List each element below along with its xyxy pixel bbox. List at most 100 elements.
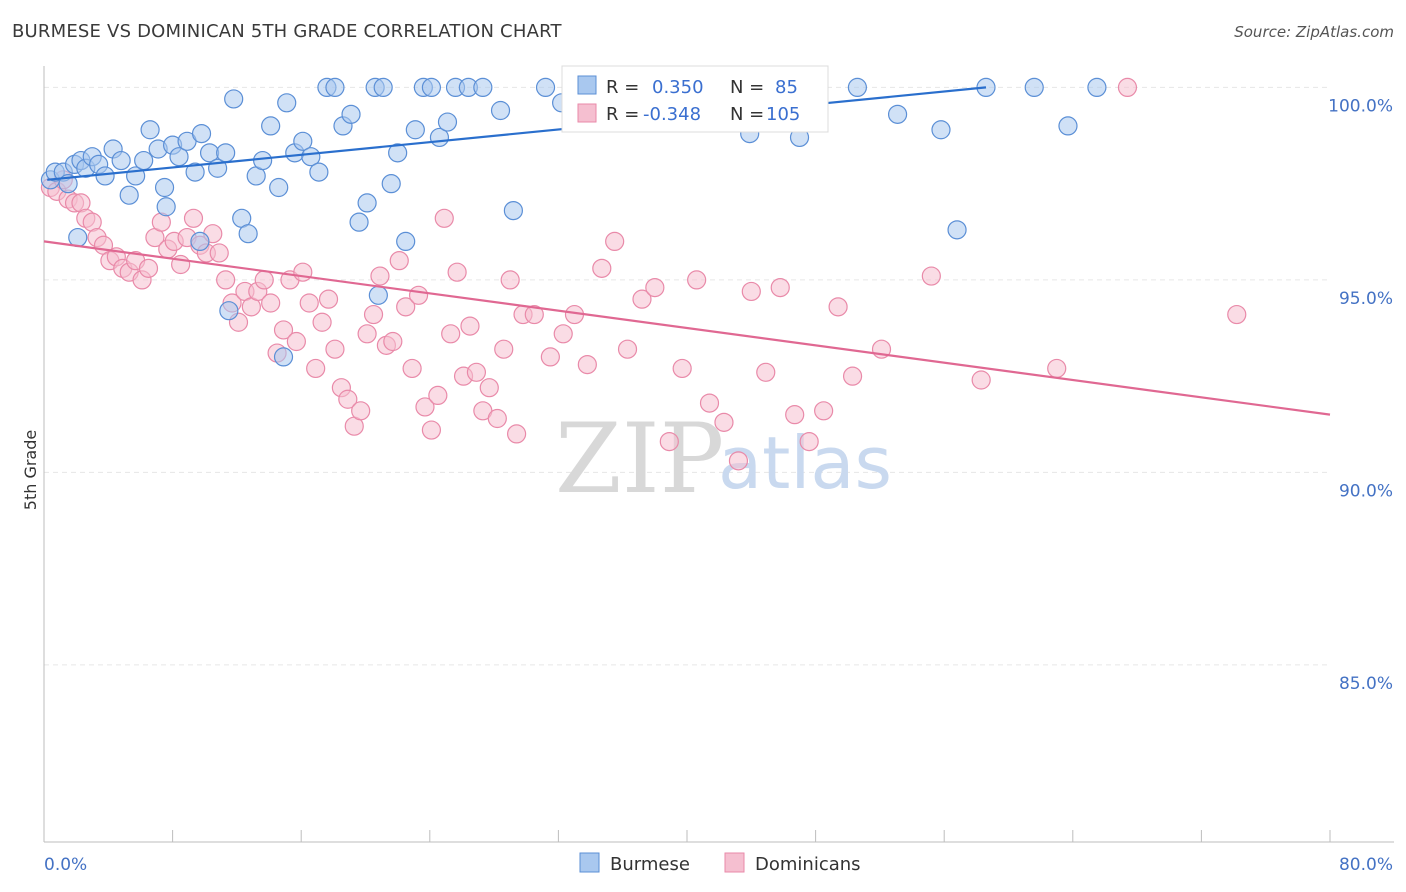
burmese-point	[216, 143, 236, 163]
x-tick-label-min: 0.0%	[44, 855, 87, 875]
legend-dominican-label: Dominicans	[755, 854, 861, 875]
dominican-point	[741, 281, 761, 302]
burmese-n-label: N =	[730, 77, 764, 98]
dominican-point	[261, 293, 281, 313]
burmese-point	[490, 100, 511, 121]
dominican-point	[632, 289, 652, 309]
burmese-point	[224, 89, 244, 109]
dominican-point	[312, 312, 332, 332]
burmese-point	[261, 116, 281, 136]
dominican-point	[1117, 77, 1138, 98]
dominican-point	[428, 385, 448, 405]
axes	[43, 66, 1394, 843]
dominican-point	[460, 316, 480, 336]
burmese-point	[219, 301, 239, 321]
burmese-points	[40, 77, 1107, 367]
dominican-point	[183, 208, 204, 228]
dominican-point	[799, 432, 819, 452]
burmese-trend-line	[47, 86, 987, 181]
dominican-point	[254, 270, 274, 290]
burmese-point	[154, 177, 175, 198]
dominican-point	[415, 397, 435, 417]
burmese-point	[847, 77, 867, 98]
dominican-point	[383, 331, 403, 352]
burmese-point	[309, 162, 329, 182]
dominican-point	[728, 451, 749, 471]
dominican-point	[1227, 304, 1247, 325]
dominican-point	[389, 251, 409, 271]
chart-title: BURMESE VS DOMINICAN 5TH GRADE CORRELATI…	[12, 21, 562, 42]
burmese-point	[388, 143, 408, 163]
dominican-r-value: -0.348	[643, 104, 701, 125]
burmese-point	[349, 212, 369, 232]
source-label: Source: ZipAtlas.com	[1234, 23, 1394, 41]
x-tick-label-max: 80.0%	[1339, 855, 1393, 875]
burmese-point	[191, 124, 212, 144]
burmese-point	[185, 162, 205, 182]
dominican-point	[714, 412, 734, 432]
dominican-point	[814, 401, 834, 421]
dominican-point	[921, 266, 941, 286]
burmese-point	[140, 120, 160, 140]
dominican-point	[466, 362, 487, 382]
dominican-point	[338, 389, 358, 409]
dominican-point	[325, 339, 345, 359]
dominican-point	[421, 420, 442, 440]
y-tick-label: 95.0%	[1339, 289, 1393, 309]
dominican-point	[299, 293, 319, 313]
dominican-n-value: 105	[766, 104, 800, 125]
dominican-point	[273, 320, 294, 340]
tick-labels: 100.0% 95.0% 90.0% 85.0% 0.0% 80.0%	[44, 96, 1393, 875]
y-axis-label: 5th Grade	[21, 430, 40, 510]
burmese-point	[535, 77, 556, 98]
dominican-point	[842, 366, 863, 386]
trend-lines	[43, 86, 1331, 416]
dominican-point	[659, 432, 679, 452]
burmese-point	[931, 120, 951, 140]
dominican-point	[828, 297, 848, 317]
dominican-point	[318, 289, 339, 309]
burmese-point	[119, 185, 139, 205]
dominican-point	[540, 347, 560, 367]
burmese-n-value: 85	[775, 77, 798, 98]
dominican-point	[293, 262, 313, 282]
burmese-point	[253, 150, 273, 171]
burmese-point	[1087, 77, 1107, 98]
burmese-point	[405, 120, 425, 140]
dominican-point	[672, 358, 692, 379]
burmese-point	[341, 104, 361, 124]
legend-burmese-swatch	[579, 852, 600, 873]
y-tick-label: 85.0%	[1339, 674, 1393, 694]
dominican-n-label: N =	[730, 104, 764, 125]
dominican-point	[370, 266, 390, 286]
dominican-trend-line	[43, 240, 1331, 416]
burmese-point	[473, 77, 493, 98]
dominican-point	[479, 378, 499, 398]
dominican-point	[447, 262, 467, 282]
burmese-r-label: R =	[606, 77, 639, 98]
burmese-point	[293, 131, 313, 151]
dominican-point	[770, 278, 790, 298]
burmese-point	[190, 231, 210, 251]
burmese-point	[373, 77, 393, 98]
burmese-swatch	[577, 75, 597, 95]
series-legend: Burmese Dominicans	[579, 852, 861, 875]
legend-dominican-swatch	[724, 852, 745, 873]
burmese-point	[368, 285, 388, 305]
dominican-point	[138, 258, 159, 278]
burmese-point	[503, 201, 523, 221]
dominican-point	[402, 358, 422, 379]
dominican-point	[216, 270, 236, 290]
dominican-point	[434, 208, 454, 228]
burmese-point	[421, 77, 442, 98]
burmese-point	[95, 166, 115, 186]
dominican-point	[605, 231, 625, 251]
dominican-point	[363, 304, 384, 325]
dominican-point	[617, 339, 638, 359]
watermark-zip: ZIP	[555, 403, 724, 515]
burmese-point	[301, 147, 321, 167]
burmese-point	[269, 177, 289, 198]
dominican-point	[645, 278, 665, 298]
y-tick-label: 90.0%	[1339, 481, 1393, 501]
burmese-point	[238, 224, 258, 244]
